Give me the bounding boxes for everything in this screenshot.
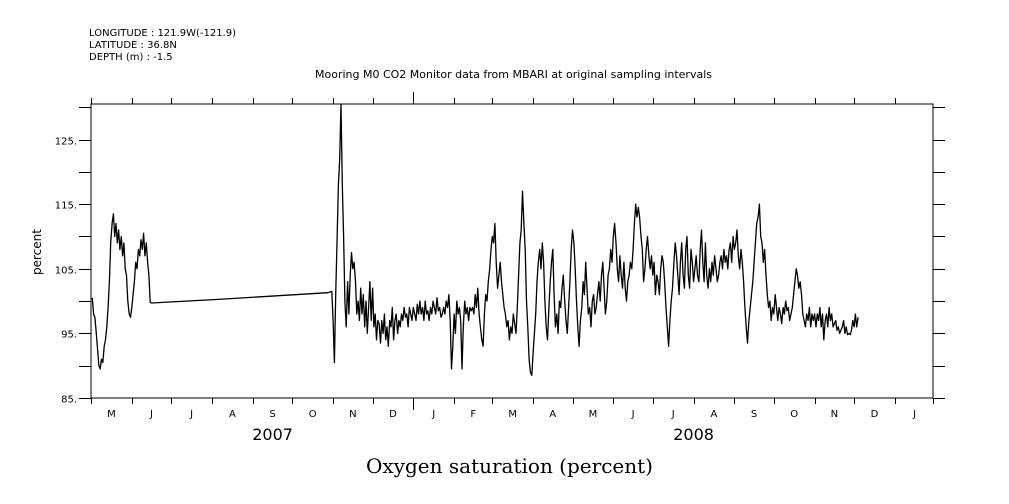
month-label: J [431,409,435,420]
month-label: D [389,409,397,420]
series-line [91,103,859,377]
y-tick-label: 125. [55,137,77,148]
month-label: M [107,409,116,420]
plot-border [90,103,934,399]
month-label: A [229,409,236,420]
month-label: N [831,409,838,420]
month-label: J [189,409,193,420]
series-group [91,103,859,377]
chart-title: Mooring M0 CO2 Monitor data from MBARI a… [315,68,712,81]
month-label: J [631,409,635,420]
month-label: S [751,409,757,420]
month-label: O [790,409,798,420]
plot-frame [90,103,934,399]
year-label: 2007 [252,425,293,444]
y-tick-label: 115. [55,201,77,212]
year-label: 2008 [673,425,714,444]
month-label: J [671,409,675,420]
latitude-label: LATITUDE : 36.8N [89,40,177,51]
month-label: O [309,409,317,420]
month-label: A [549,409,556,420]
y-tick-label: 95. [61,330,77,341]
month-label: D [871,409,879,420]
month-label: M [589,409,598,420]
month-label: S [269,409,275,420]
y-tick-label: 85. [61,395,77,406]
month-label: A [711,409,718,420]
y-axis-label: percent [30,229,44,275]
month-label: M [508,409,517,420]
y-tick-label: 105. [55,266,77,277]
variable-title: Oxygen saturation (percent) [366,454,653,478]
month-label: F [470,409,476,420]
depth-label: DEPTH (m) : -1.5 [89,52,173,63]
axis-ticks [79,92,945,410]
month-label: J [912,409,916,420]
axis-labels: 85. 95. 105. 115. 125. M J J A S O N D J F M A M J J A S O N D J 2… [55,137,916,445]
longitude-label: LONGITUDE : 121.9W(-121.9) [89,28,236,39]
month-label: J [149,409,153,420]
month-label: N [349,409,356,420]
